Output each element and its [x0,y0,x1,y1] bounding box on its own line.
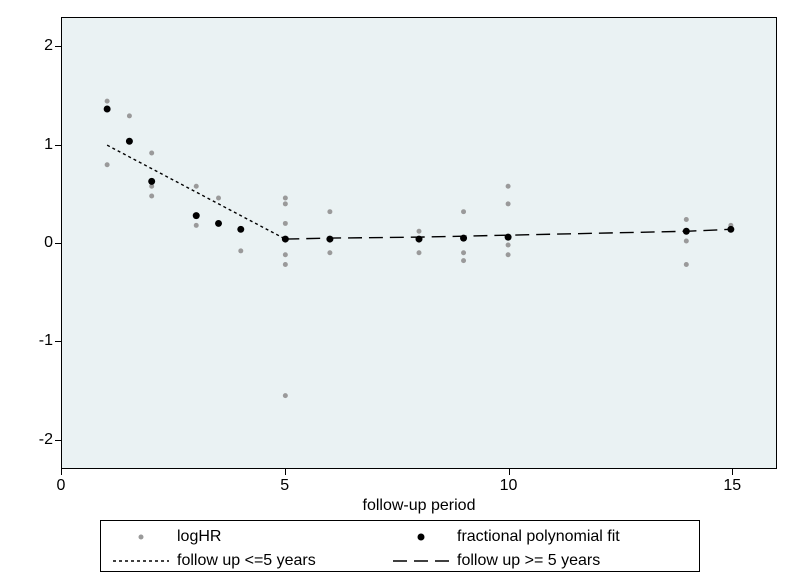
chart-stage: 0 5 10 15 -2 -1 0 1 2 follow-up period logHR frac… [0,0,800,583]
y-tick [55,243,61,244]
x-tick-label: 5 [280,477,289,495]
x-tick [509,469,510,475]
loghr-point [105,162,110,167]
fit-point [193,212,200,219]
loghr-point [216,196,221,201]
loghr-point [417,250,422,255]
loghr-point [283,262,288,267]
x-tick-label: 0 [57,477,66,495]
loghr-point [149,194,154,199]
loghr-point [149,151,154,156]
loghr-point [417,229,422,234]
loghr-point [461,209,466,214]
fit-point [215,220,222,227]
fit-point [460,235,467,242]
fit-point [104,105,111,112]
loghr-point [327,250,332,255]
legend-symbol [391,551,451,571]
loghr-point [194,223,199,228]
loghr-point [194,184,199,189]
x-tick-label: 10 [500,477,518,495]
loghr-point [684,217,689,222]
loghr-point [506,184,511,189]
loghr-point [461,258,466,263]
loghr-point [283,252,288,257]
loghr-point [506,242,511,247]
y-tick [55,46,61,47]
legend-box: logHR fractional polynomial fit follow up … [100,520,700,572]
plot-area [61,17,777,469]
x-axis-title: follow-up period [363,497,476,515]
x-tick [61,469,62,475]
fit-point [326,236,333,243]
y-tick-label: -1 [33,332,53,350]
legend-symbol [111,551,171,571]
loghr-point [461,250,466,255]
y-tick-label: 1 [33,136,53,154]
y-tick [55,440,61,441]
fit-point [237,226,244,233]
legend-symbol [111,527,171,547]
loghr-point [283,196,288,201]
loghr-point [327,209,332,214]
fit-point [416,236,423,243]
fit-point [727,226,734,233]
y-tick-label: 2 [33,37,53,55]
loghr-point [238,248,243,253]
legend-label: logHR [177,528,385,546]
loghr-point [684,239,689,244]
loghr-point [684,262,689,267]
legend-label: fractional polynomial fit [457,528,689,546]
loghr-point [283,393,288,398]
fit-point [282,236,289,243]
y-tick [55,341,61,342]
loghr-point [105,99,110,104]
loghr-point [283,201,288,206]
y-tick-label: 0 [33,234,53,252]
y-tick [55,145,61,146]
fit-point [126,138,133,145]
x-tick-label: 15 [723,477,741,495]
legend-label: follow up >= 5 years [457,552,689,570]
loghr-point [506,201,511,206]
loghr-point [506,252,511,257]
legend-label: follow up <=5 years [177,552,385,570]
loghr-point [283,221,288,226]
x-tick [732,469,733,475]
fit-point [683,228,690,235]
x-tick [285,469,286,475]
fit-point [505,234,512,241]
loghr-point [127,113,132,118]
y-tick-label: -2 [33,431,53,449]
legend-symbol [391,527,451,547]
plot-svg [62,18,776,468]
fit-point [148,178,155,185]
